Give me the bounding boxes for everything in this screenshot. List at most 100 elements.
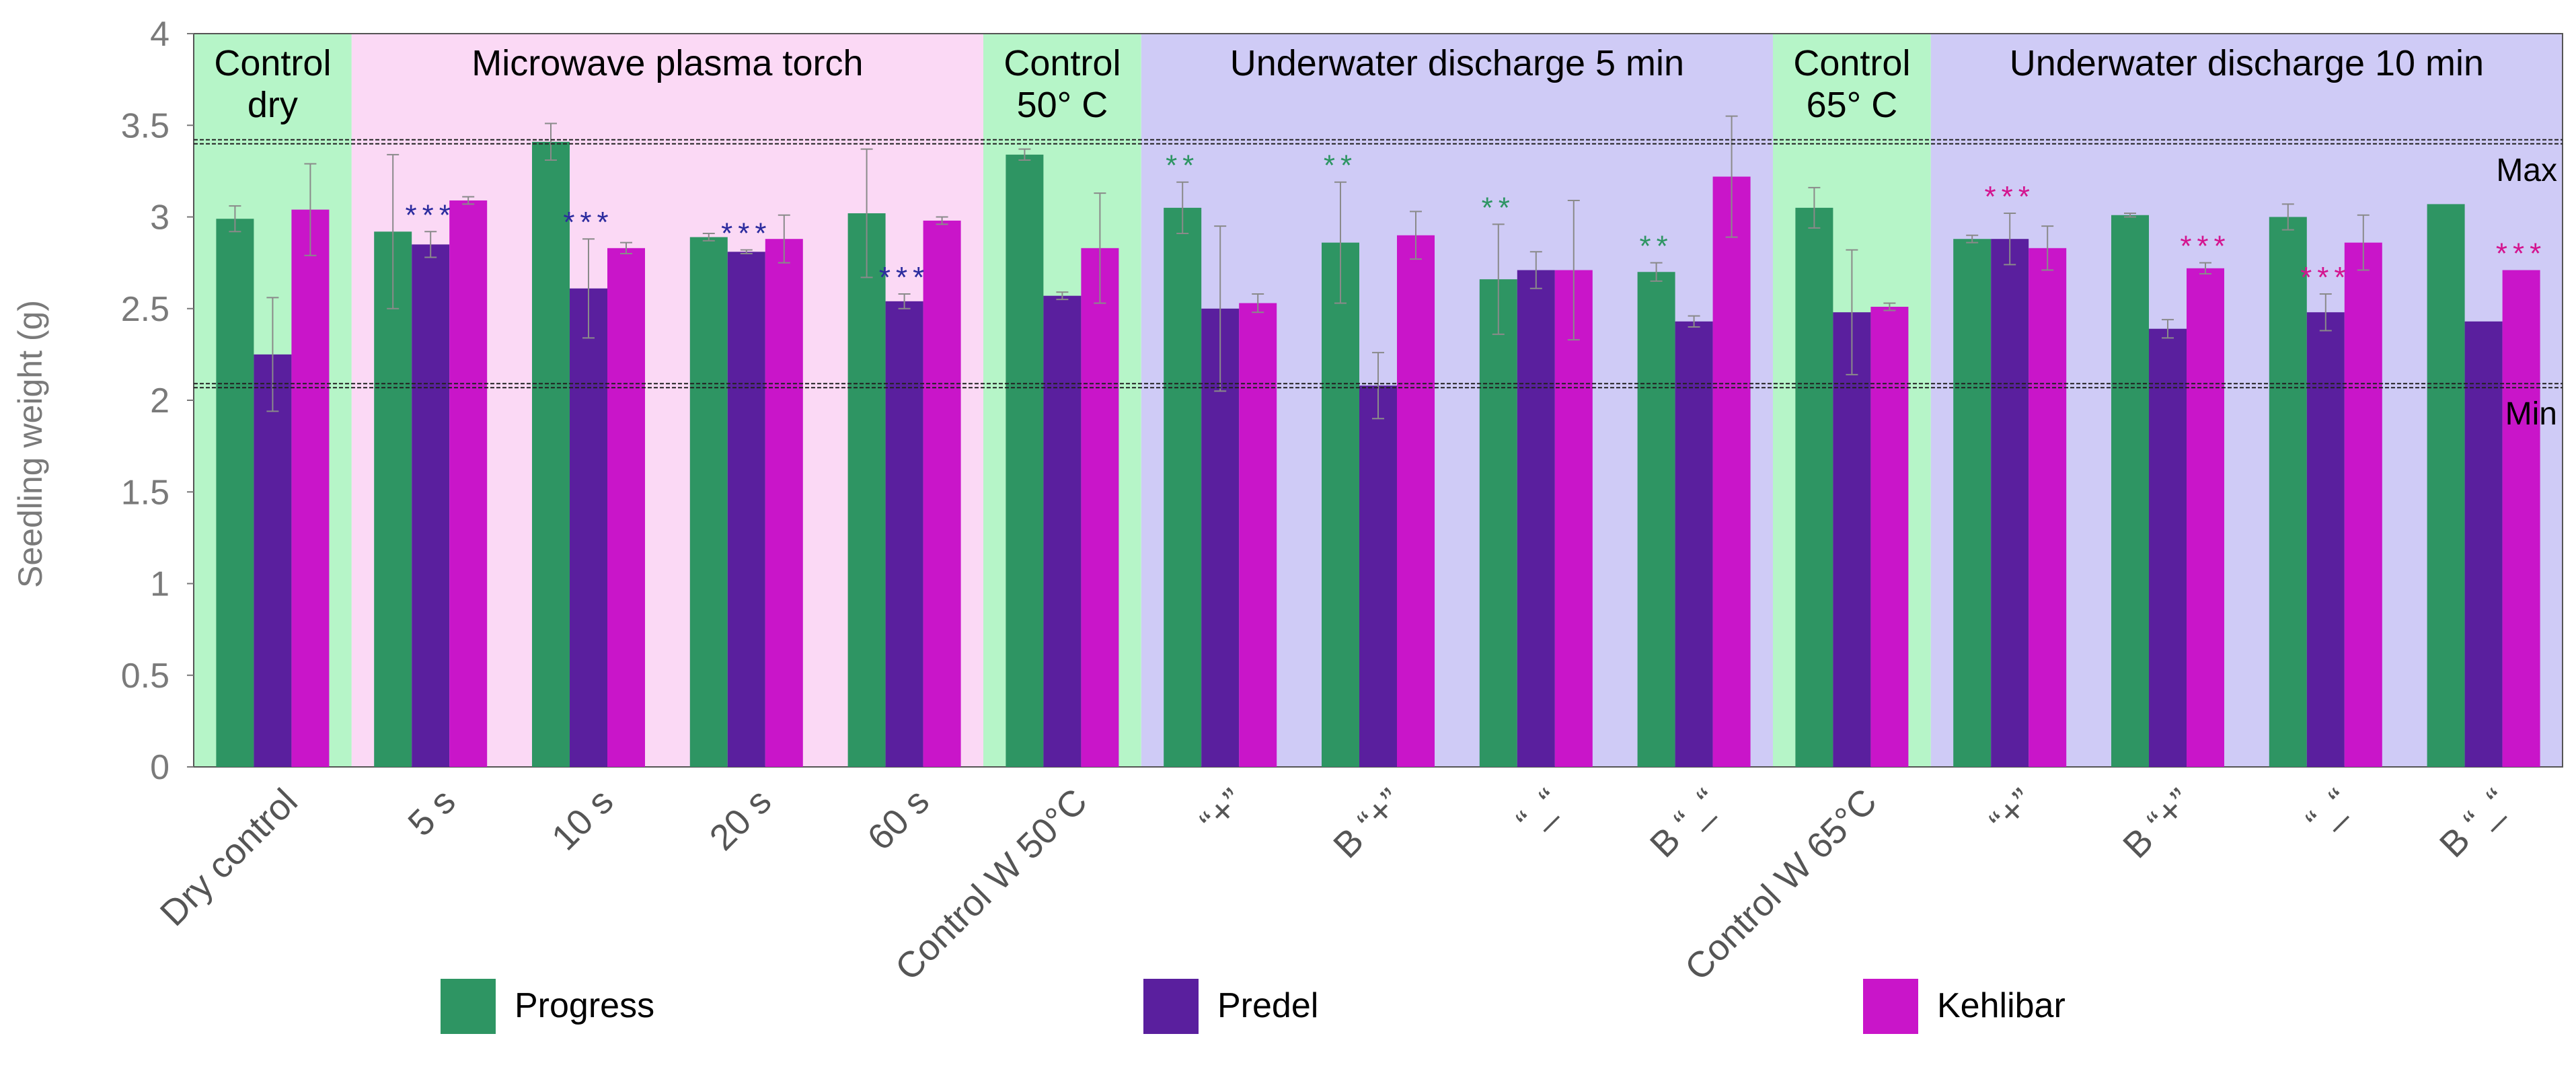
significance-mark: ** <box>1482 191 1515 224</box>
group-label-4: Control 65° C <box>1793 43 1910 125</box>
bar-kehlibar <box>449 200 488 768</box>
significance-mark: *** <box>563 206 613 239</box>
bar-predel <box>1043 295 1082 767</box>
group-label-line: 50° C <box>1017 85 1108 125</box>
bar-predel <box>885 301 923 768</box>
bar-predel <box>1833 312 1871 767</box>
bar-predel <box>1991 239 2029 767</box>
bar-progress <box>2269 217 2307 767</box>
bar-kehlibar <box>1712 176 1751 767</box>
group-label-1: Microwave plasma torch <box>471 43 863 83</box>
bar-progress <box>1006 154 1044 768</box>
y-tick-label: 0 <box>150 748 169 787</box>
bar-kehlibar <box>1397 235 1435 767</box>
y-tick-label: 3.5 <box>121 106 169 145</box>
bar-progress <box>1164 207 1202 767</box>
bar-progress <box>532 141 570 767</box>
x-tick-label: “_“ <box>2298 781 2358 841</box>
x-tick-label: “+” <box>1982 781 2043 842</box>
y-tick-label: 1 <box>150 565 169 604</box>
bar-kehlibar <box>291 209 330 768</box>
significance-mark: *** <box>2180 230 2230 263</box>
group-label-line: Control <box>214 43 331 83</box>
x-tick-label: “_“ <box>1509 781 1568 841</box>
group-label-line: Underwater discharge 5 min <box>1230 43 1684 83</box>
x-tick-label: 10 s <box>544 781 621 858</box>
group-label-3: Underwater discharge 5 min <box>1230 43 1684 83</box>
group-label-line: Underwater discharge 10 min <box>2010 43 2484 83</box>
x-tick-label: “+” <box>1192 781 1253 842</box>
bar-kehlibar <box>607 248 645 767</box>
significance-mark: *** <box>2300 261 2351 294</box>
significance-mark: ** <box>1639 230 1673 263</box>
bar-kehlibar <box>1870 307 1909 767</box>
bar-kehlibar <box>765 239 803 767</box>
y-tick-label: 4 <box>150 15 169 54</box>
significance-mark: ** <box>1166 149 1199 182</box>
bar-predel <box>1675 321 1713 767</box>
legend-label-predel: Predel <box>1217 986 1318 1025</box>
group-label-2: Control 50° C <box>1003 43 1121 125</box>
group-label-line: Control <box>1793 43 1910 83</box>
significance-mark: *** <box>721 217 771 250</box>
bar-progress <box>1322 242 1359 767</box>
bar-progress <box>847 213 886 767</box>
legend-swatch-predel <box>1143 979 1199 1034</box>
group-label-line: Control <box>1003 43 1121 83</box>
group-label-line: 65° C <box>1807 85 1898 125</box>
significance-mark: *** <box>879 261 930 294</box>
group-label-line: dry <box>248 85 298 125</box>
significance-mark: ** <box>1324 149 1357 182</box>
x-tick-label: 20 s <box>702 781 780 858</box>
bar-progress <box>2427 204 2465 767</box>
significance-mark: *** <box>1985 180 2035 213</box>
legend-label-kehlibar: Kehlibar <box>1937 986 2066 1025</box>
bar-predel <box>727 252 765 767</box>
bar-progress <box>689 237 728 768</box>
y-axis-label: Seedling weight (g) <box>11 300 49 588</box>
y-tick-label: 3 <box>150 198 169 237</box>
x-tick-label: B “_“ <box>1642 781 1727 865</box>
legend-label-progress: Progress <box>515 986 654 1025</box>
y-tick-label: 2 <box>150 381 169 420</box>
bar-kehlibar <box>2502 270 2540 767</box>
bar-kehlibar <box>2344 242 2382 767</box>
bar-predel <box>1517 270 1555 767</box>
y-tick-label: 2.5 <box>121 290 169 329</box>
bar-progress <box>1795 207 1833 767</box>
x-tick-label: B “_“ <box>2432 781 2516 865</box>
bar-progress <box>2111 215 2149 767</box>
y-tick-label: 0.5 <box>121 657 169 696</box>
significance-mark: *** <box>2496 237 2546 270</box>
bar-kehlibar <box>1239 303 1277 767</box>
bar-predel <box>2149 328 2187 768</box>
bar-kehlibar <box>2187 268 2224 767</box>
bar-progress <box>1479 279 1517 767</box>
significance-annotations: *** *** ******** ****************** <box>406 149 2546 294</box>
y-axis: 0 0.5 1 1.5 2 2.5 3 3.5 4 <box>121 15 194 787</box>
bar-predel <box>570 288 607 767</box>
bar-progress <box>216 219 254 768</box>
bar-predel <box>2464 321 2503 767</box>
x-tick-label: Dry control <box>153 781 305 934</box>
bar-progress <box>1953 239 1992 767</box>
y-tick-label: 1.5 <box>121 473 169 512</box>
x-tick-label: 5 s <box>400 781 463 844</box>
group-label-line: Microwave plasma torch <box>471 43 863 83</box>
reference-lines: Max Min <box>194 139 2563 432</box>
bar-progress <box>1637 272 1675 767</box>
bar-kehlibar <box>1081 248 1119 767</box>
legend-swatch-kehlibar <box>1863 979 1918 1034</box>
reference-label-max: Max <box>2496 153 2557 188</box>
significance-mark: *** <box>406 198 456 231</box>
x-tick-label: B “+” <box>2115 781 2200 866</box>
bar-predel <box>412 244 450 767</box>
bar-kehlibar <box>2029 248 2067 767</box>
bar-predel <box>254 354 292 767</box>
error-bars <box>229 115 2370 420</box>
legend-swatch-progress <box>441 979 496 1034</box>
bar-predel <box>2306 312 2345 767</box>
